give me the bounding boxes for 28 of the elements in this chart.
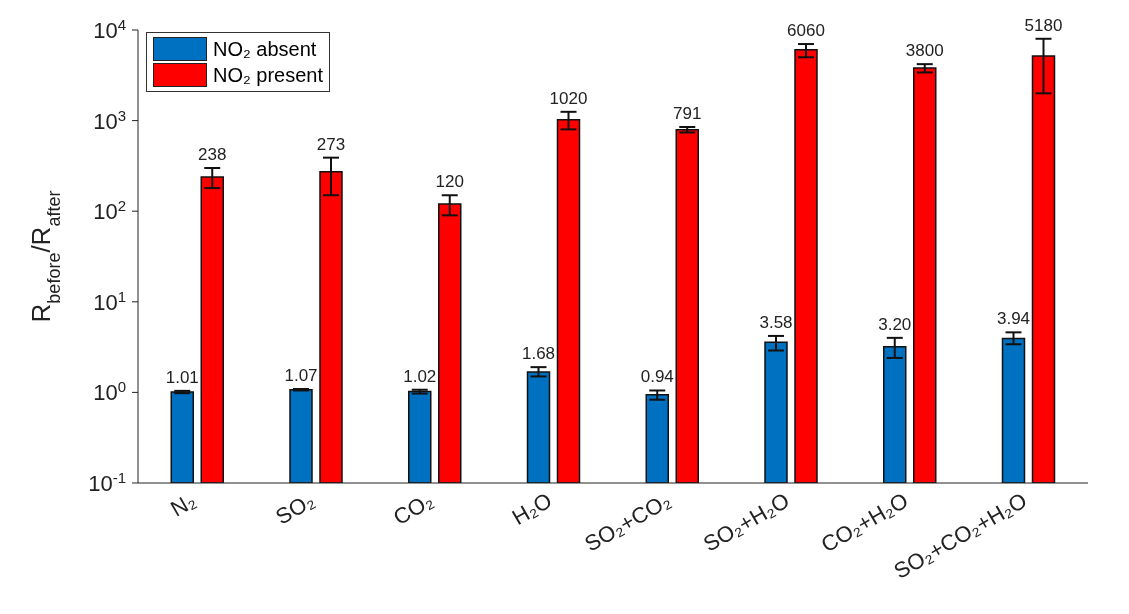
data-label: 0.94 (640, 367, 674, 387)
data-label: 3.94 (996, 309, 1031, 329)
data-label: 1.01 (165, 367, 199, 387)
data-label: 1.68 (521, 344, 556, 364)
x-tick-label: H₂O (507, 487, 557, 531)
legend-label: NO₂ absent (213, 37, 317, 61)
y-tick-label: 10$^{3}$ (93, 106, 126, 134)
x-tick-label: SO₂ (271, 487, 319, 530)
y-tick-label: 10$^{2}$ (93, 196, 126, 225)
data-label: 6060 (787, 21, 825, 41)
legend-label: NO₂ present (213, 63, 324, 87)
data-label: 238 (198, 144, 227, 164)
data-label: 1.07 (284, 366, 318, 386)
y-tick-label: 10$^{4}$ (93, 15, 126, 43)
y-tick-label: 10$^{1}$ (93, 287, 126, 315)
data-label: 3800 (905, 41, 944, 61)
data-label: 1.02 (403, 366, 437, 386)
y-tick-label: 10$^{0}$ (93, 377, 126, 406)
data-label: 791 (673, 103, 702, 123)
data-label: 3.20 (878, 314, 912, 334)
data-label: 273 (316, 134, 346, 154)
data-label: 5180 (1024, 15, 1063, 35)
x-tick-label: CO₂ (388, 487, 438, 531)
y-tick-label: 10$^{-1}$ (88, 468, 126, 496)
data-label: 3.58 (759, 312, 793, 332)
x-tick-label: N₂ (166, 487, 200, 522)
data-label: 120 (435, 172, 464, 192)
data-label: 1020 (549, 88, 588, 108)
